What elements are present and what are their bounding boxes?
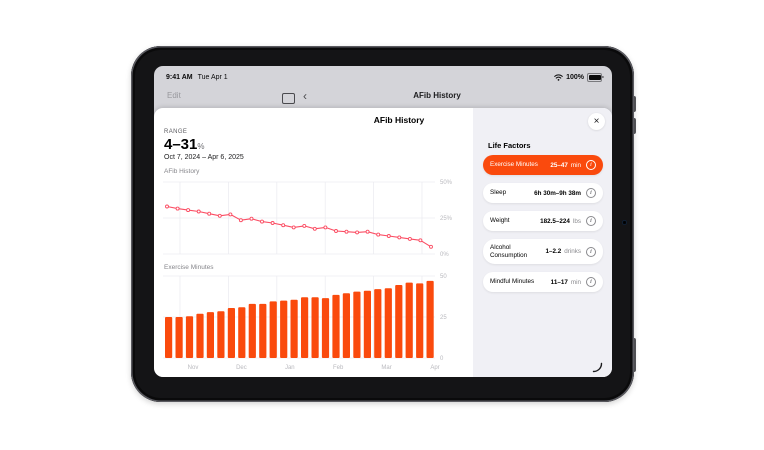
- status-bar: 9:41 AM Tue Apr 1 100%: [154, 66, 612, 87]
- life-factor-label: Alcohol Consumption: [490, 244, 528, 259]
- back-chevron-icon[interactable]: ‹: [303, 88, 307, 103]
- edit-button[interactable]: Edit: [167, 91, 181, 100]
- life-factor-pill[interactable]: Mindful Minutes 11–17 min i: [483, 272, 603, 293]
- life-factor-pill[interactable]: Exercise Minutes 25–47 min i: [483, 155, 603, 175]
- exercise-chart-label: Exercise Minutes: [164, 264, 214, 271]
- life-factor-value: 11–17: [550, 278, 568, 286]
- svg-text:Feb: Feb: [333, 365, 344, 371]
- life-factor-unit: lbs: [572, 217, 581, 225]
- svg-text:Mar: Mar: [381, 365, 391, 371]
- life-factor-label: Weight: [490, 217, 510, 225]
- status-date: Tue Apr 1: [197, 74, 228, 81]
- range-label: RANGE: [164, 129, 188, 135]
- life-factor-unit: min: [570, 278, 581, 286]
- status-time: 9:41 AM: [166, 74, 193, 81]
- svg-text:0%: 0%: [440, 252, 449, 258]
- sheet-title: AFib History: [373, 115, 425, 125]
- life-factor-label: Sleep: [490, 189, 507, 197]
- volume-up-button[interactable]: [632, 96, 636, 112]
- multitasking-window-icon[interactable]: [282, 93, 295, 104]
- life-factor-label: Mindful Minutes: [490, 278, 535, 286]
- range-value: 4–31%: [164, 136, 205, 153]
- volume-down-button[interactable]: [632, 118, 636, 134]
- nav-title: AFib History: [413, 91, 461, 100]
- life-factors-header: Life Factors: [488, 141, 531, 150]
- svg-text:Dec: Dec: [236, 365, 247, 371]
- battery-icon: [587, 73, 604, 82]
- front-camera-icon: [622, 220, 627, 225]
- life-factors-list: Exercise Minutes 25–47 min i Sleep 6h 30m–9h …: [483, 155, 603, 293]
- life-factor-pill[interactable]: Sleep 6h 30m–9h 38m i: [483, 183, 603, 203]
- svg-text:Nov: Nov: [188, 365, 199, 371]
- life-factor-unit: min: [570, 161, 581, 169]
- svg-text:50: 50: [440, 274, 447, 280]
- svg-text:50%: 50%: [440, 180, 453, 186]
- info-icon[interactable]: i: [586, 188, 596, 198]
- info-icon[interactable]: i: [586, 277, 596, 288]
- life-factor-value: 6h 30m–9h 38m: [534, 189, 581, 197]
- afib-history-line-chart[interactable]: 50% 25% 0%: [163, 176, 467, 262]
- resize-corner-icon[interactable]: [592, 362, 604, 373]
- svg-text:Apr: Apr: [430, 365, 439, 371]
- life-factor-value: 182.5–224: [540, 217, 570, 225]
- info-icon[interactable]: i: [586, 246, 596, 257]
- afib-history-sheet: Life Factors Exercise Minutes 25–47 min i Sl…: [154, 108, 612, 377]
- life-factor-label: Exercise Minutes: [490, 161, 538, 169]
- life-factor-value: 25–47: [550, 161, 568, 169]
- info-icon[interactable]: i: [586, 160, 596, 170]
- info-icon[interactable]: i: [586, 216, 596, 226]
- battery-percent: 100%: [566, 74, 584, 81]
- svg-text:0: 0: [440, 356, 444, 362]
- wifi-icon: [554, 74, 563, 81]
- close-button[interactable]: ×: [588, 113, 605, 130]
- svg-text:25%: 25%: [440, 216, 453, 222]
- ipad-screen: 9:41 AM Tue Apr 1 100% Edit ‹ AFib Histo…: [154, 66, 612, 377]
- life-factors-sidebar: Life Factors Exercise Minutes 25–47 min i Sl…: [473, 108, 612, 377]
- life-factor-unit: drinks: [564, 248, 581, 256]
- life-factor-value: 1–2.2: [545, 248, 562, 256]
- svg-text:Jan: Jan: [285, 365, 295, 371]
- life-factor-pill[interactable]: Alcohol Consumption 1–2.2 drinks i: [483, 239, 603, 265]
- exercise-minutes-bar-chart[interactable]: 50 25 0 Nov Dec Jan Feb Mar Apr: [163, 272, 467, 376]
- svg-text:25: 25: [440, 315, 447, 321]
- navigation-bar: Edit ‹ AFib History: [154, 87, 612, 110]
- date-range: Oct 7, 2024 – Apr 6, 2025: [164, 154, 244, 161]
- afib-chart-label: AFib History: [164, 168, 200, 175]
- range-unit: %: [197, 142, 205, 151]
- smart-connector: [632, 338, 636, 372]
- life-factor-pill[interactable]: Weight 182.5–224 lbs i: [483, 211, 603, 231]
